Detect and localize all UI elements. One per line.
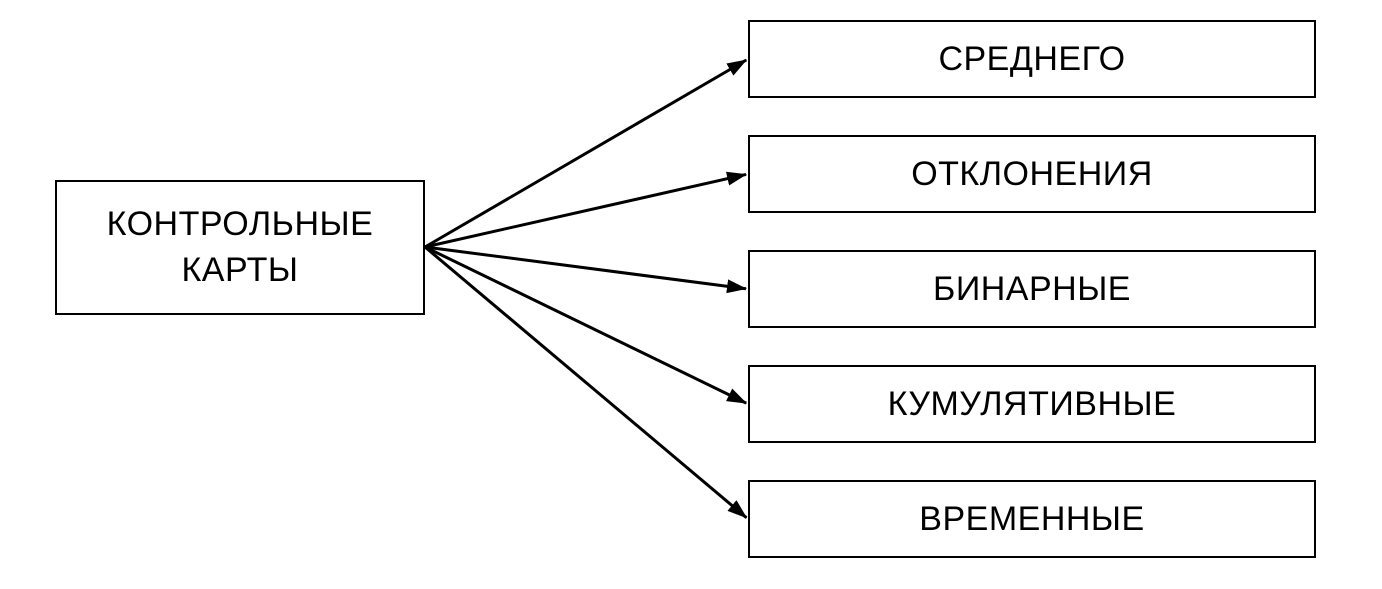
child-node-4: ВРЕМЕННЫЕ	[748, 480, 1316, 558]
arrow-1	[425, 174, 746, 247]
arrow-2	[425, 247, 746, 289]
child-node-0: СРЕДНЕГО	[748, 20, 1316, 98]
arrow-0	[425, 60, 746, 247]
child-label: ВРЕМЕННЫЕ	[919, 500, 1144, 539]
child-label: ОТКЛОНЕНИЯ	[911, 155, 1153, 194]
root-node: КОНТРОЛЬНЫЕ КАРТЫ	[55, 180, 425, 315]
child-label: СРЕДНЕГО	[938, 40, 1125, 79]
child-node-1: ОТКЛОНЕНИЯ	[748, 135, 1316, 213]
root-label: КОНТРОЛЬНЫЕ КАРТЫ	[57, 202, 423, 294]
child-node-2: БИНАРНЫЕ	[748, 250, 1316, 328]
arrow-4	[425, 247, 746, 518]
child-label: БИНАРНЫЕ	[933, 270, 1131, 309]
arrow-3	[425, 247, 746, 403]
child-node-3: КУМУЛЯТИВНЫЕ	[748, 365, 1316, 443]
child-label: КУМУЛЯТИВНЫЕ	[888, 385, 1177, 424]
